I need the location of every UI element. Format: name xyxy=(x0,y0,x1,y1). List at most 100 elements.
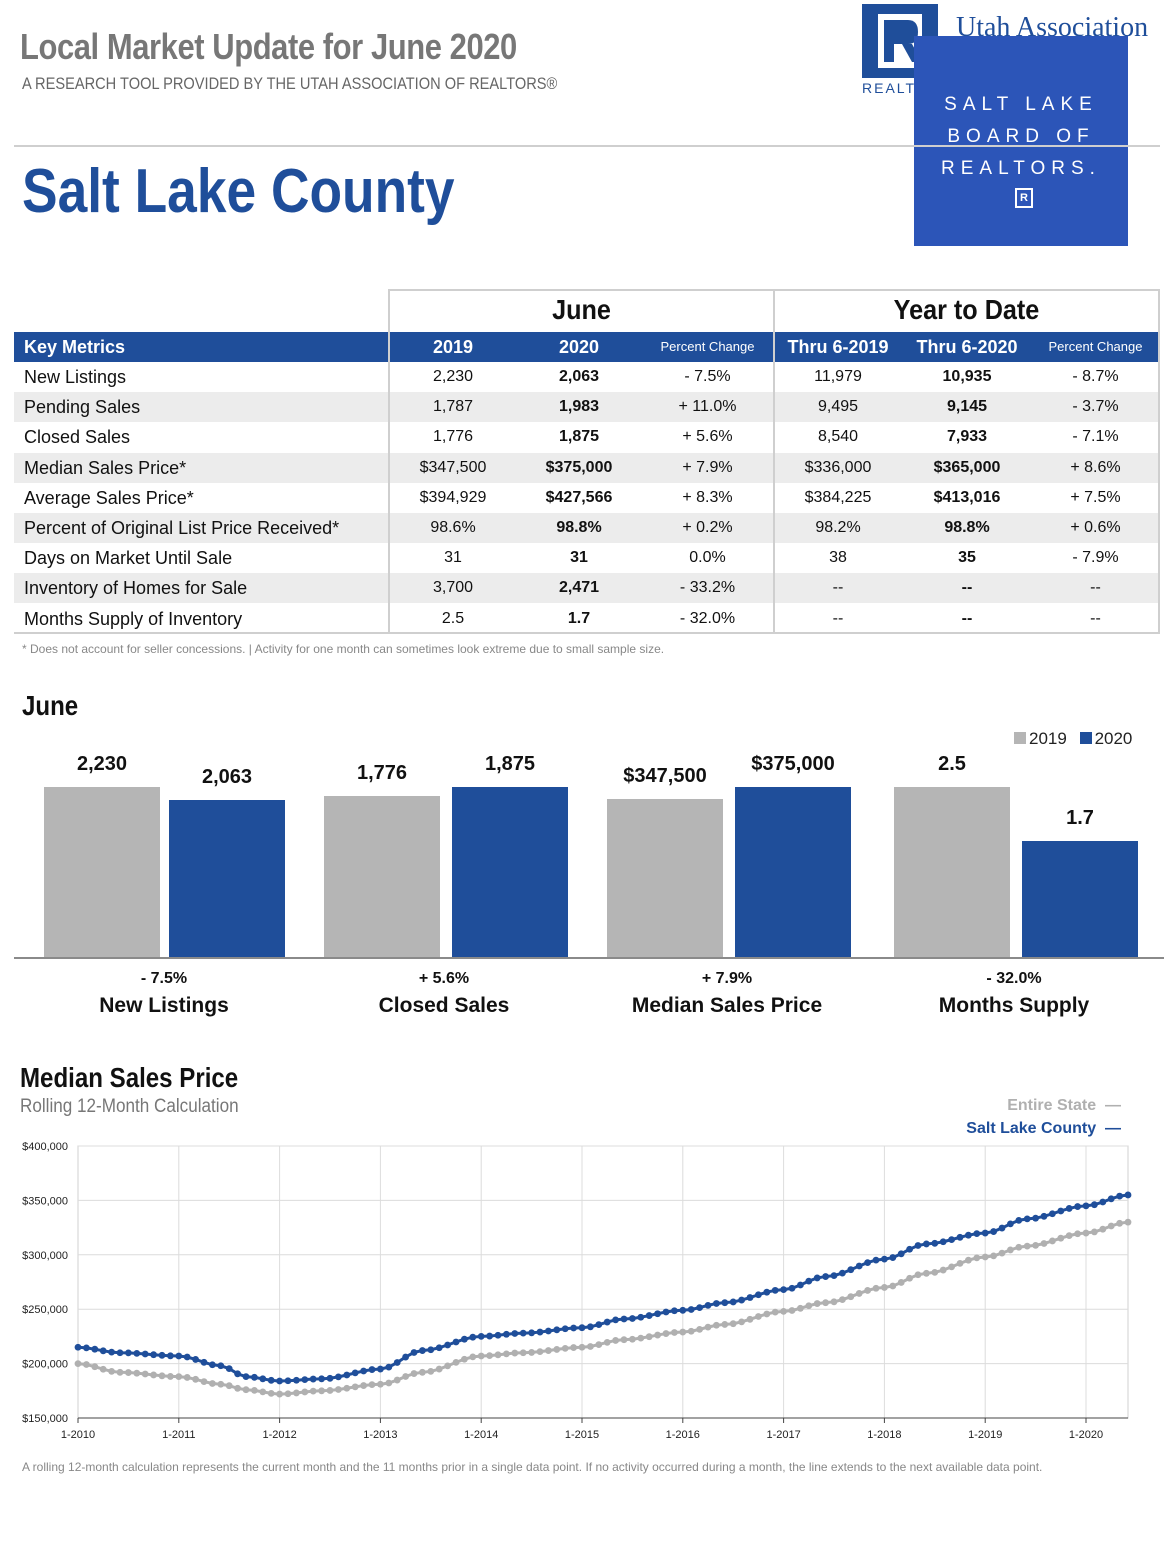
series-point xyxy=(629,1315,636,1322)
table-cell: 9,495 xyxy=(817,398,859,416)
series-point xyxy=(931,1239,939,1247)
series-point xyxy=(965,1231,972,1239)
series-point xyxy=(1007,1246,1014,1254)
series-point xyxy=(1049,1210,1056,1218)
x-tick-label: 1-2011 xyxy=(162,1429,195,1441)
series-point xyxy=(931,1268,939,1276)
series-point xyxy=(897,1250,905,1258)
series-point xyxy=(956,1259,964,1267)
series-point xyxy=(503,1350,510,1358)
series-point xyxy=(124,1369,132,1376)
bar-new-listings-2019 xyxy=(44,787,160,957)
x-tick-label: 1-2017 xyxy=(766,1429,800,1441)
table-cell: - 32.0% xyxy=(679,609,736,627)
bar-median-sales-price-2019 xyxy=(607,799,723,957)
series-point xyxy=(419,1347,426,1354)
table-header-row: Key Metrics 2019 2020 Percent Change Thr… xyxy=(14,332,1160,362)
series-point xyxy=(251,1373,258,1381)
series-point xyxy=(645,1333,653,1341)
series-point xyxy=(1074,1230,1081,1238)
series-point xyxy=(242,1373,250,1381)
series-point xyxy=(318,1375,325,1383)
bar-chart-baseline xyxy=(14,957,1164,959)
group-header-ytd: Year to Date xyxy=(893,294,1040,325)
series-point xyxy=(276,1377,283,1385)
series-point xyxy=(956,1233,964,1241)
series-point xyxy=(1032,1214,1039,1222)
header-divider xyxy=(14,145,1160,147)
series-point xyxy=(839,1296,846,1304)
series-point xyxy=(335,1373,342,1381)
series-point xyxy=(200,1358,208,1366)
bar-value-label: 2.5 xyxy=(938,753,966,775)
series-point xyxy=(729,1298,737,1306)
row-label: Average Sales Price* xyxy=(24,487,194,508)
series-point xyxy=(713,1321,720,1329)
col-header-thru-2019: Thru 6-2019 xyxy=(787,337,889,357)
county-title: Salt Lake County xyxy=(22,157,455,226)
series-point xyxy=(284,1390,292,1398)
series-point xyxy=(721,1299,729,1307)
series-point xyxy=(469,1353,477,1361)
series-point xyxy=(124,1349,132,1357)
series-point xyxy=(519,1349,527,1357)
series-point xyxy=(133,1349,141,1357)
table-cell: 38 xyxy=(829,549,847,567)
series-point xyxy=(671,1307,678,1315)
table-cell: 3,700 xyxy=(432,579,474,597)
series-point xyxy=(755,1313,762,1320)
legend-entire-state-label: Entire State xyxy=(1007,1097,1097,1114)
series-point xyxy=(830,1298,838,1306)
series-point xyxy=(108,1348,115,1356)
series-point xyxy=(654,1331,661,1339)
bar-months-supply-2019 xyxy=(894,787,1010,957)
table-cell: 35 xyxy=(958,549,976,567)
bar-closed-sales-2019 xyxy=(324,795,440,957)
series-point xyxy=(435,1344,443,1352)
series-point xyxy=(83,1361,90,1368)
series-point xyxy=(620,1336,628,1344)
table-border-bottom xyxy=(14,632,1160,634)
series-point xyxy=(704,1301,712,1309)
group-header-june: June xyxy=(552,294,611,325)
legend-entire-state: Entire State — xyxy=(1007,1097,1121,1114)
series-point xyxy=(225,1382,233,1390)
series-point xyxy=(175,1352,183,1360)
series-point xyxy=(570,1324,577,1332)
series-point xyxy=(561,1325,569,1333)
col-header-key-metrics: Key Metrics xyxy=(24,337,126,357)
x-tick-label: 1-2013 xyxy=(363,1429,397,1441)
series-point xyxy=(251,1386,258,1394)
series-point xyxy=(74,1343,82,1351)
series-point xyxy=(1057,1207,1065,1215)
series-point xyxy=(973,1254,981,1262)
series-point xyxy=(393,1359,401,1366)
x-tick-label: 1-2014 xyxy=(464,1429,498,1441)
series-point xyxy=(150,1351,158,1359)
slbr-line-2: BOARD OF xyxy=(947,126,1095,147)
table-cell: 1,875 xyxy=(558,428,600,446)
report-title: Local Market Update for June 2020 xyxy=(20,26,517,67)
group-change-label: + 5.6% xyxy=(418,970,470,987)
key-metrics-table: June Year to Date Key Metrics 2019 2020 … xyxy=(14,289,1160,634)
series-point xyxy=(1074,1203,1081,1210)
series-point xyxy=(293,1389,300,1397)
series-point xyxy=(696,1304,703,1312)
table-cell: 0.0% xyxy=(689,549,726,567)
series-point xyxy=(301,1388,309,1396)
table-cell: -- xyxy=(961,609,973,627)
series-point xyxy=(553,1346,561,1353)
table-cell: -- xyxy=(1090,609,1101,627)
table-cell: + 7.9% xyxy=(682,458,733,476)
series-point xyxy=(788,1284,796,1292)
series-point xyxy=(1107,1222,1115,1230)
series-point xyxy=(158,1372,166,1380)
table-cell: 98.6% xyxy=(430,519,476,536)
series-point xyxy=(561,1344,569,1352)
series-point xyxy=(923,1240,930,1248)
series-point xyxy=(393,1376,401,1384)
table-cell: -- xyxy=(832,609,844,627)
series-point xyxy=(309,1375,317,1383)
series-point xyxy=(797,1304,804,1312)
col-header-ytd-pct-change: Percent Change xyxy=(1048,339,1143,354)
